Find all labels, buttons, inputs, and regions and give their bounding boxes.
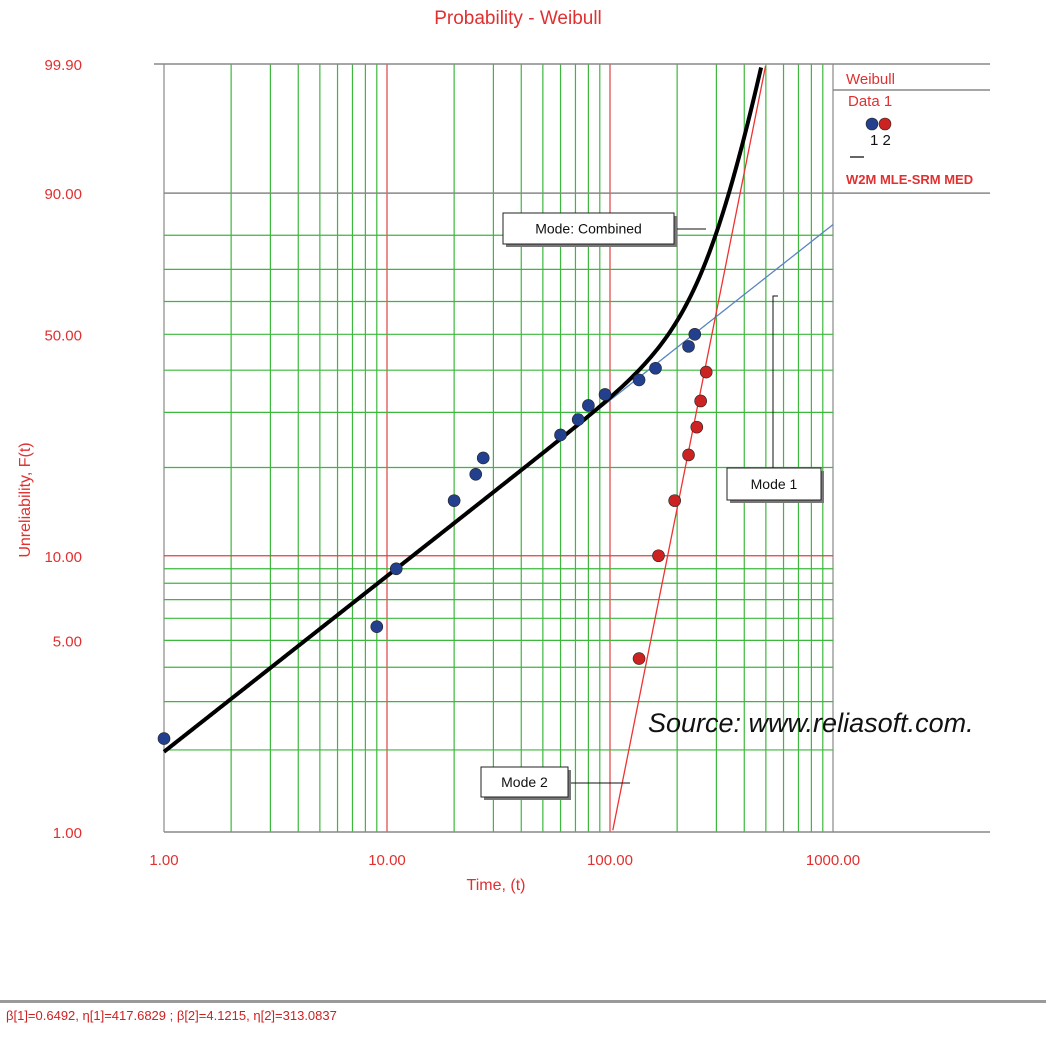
mode-1-data-point	[571, 413, 585, 426]
mode-2-data-point	[682, 448, 695, 462]
legend-marker-labels: 1 2	[870, 132, 891, 149]
legend-title: Weibull	[846, 71, 895, 88]
mode-1-data-point	[598, 388, 612, 401]
data-points	[157, 327, 713, 745]
x-tick-label: 1.00	[149, 852, 178, 869]
legend-fit-label: W2M MLE-SRM MED	[846, 172, 973, 187]
legend-marker-2	[878, 117, 892, 131]
mode-2-line	[612, 65, 767, 831]
mode-1-data-point	[649, 361, 662, 375]
callout-label: Mode 2	[501, 774, 548, 790]
callout-label: Mode: Combined	[535, 221, 642, 237]
callout-mode-1: Mode 1	[726, 295, 824, 503]
callout-leader-line	[772, 295, 778, 468]
mode-1-data-point	[370, 620, 384, 633]
y-tick-label: 10.00	[44, 549, 82, 566]
x-axis-label: Time, (t)	[467, 877, 526, 894]
mode-1-data-point	[632, 373, 646, 387]
parameter-footer: β[1]=0.6492, η[1]=417.6829 ; β[2]=4.1215…	[6, 1008, 337, 1023]
callout-mode-combined: Mode: Combined	[502, 212, 706, 247]
callout-mode-2: Mode 2	[480, 766, 630, 800]
grid	[154, 63, 990, 833]
y-tick-label: 90.00	[44, 186, 82, 203]
footer-divider	[0, 1000, 1046, 1003]
callout-label: Mode 1	[751, 476, 798, 492]
mode-1-data-point	[688, 327, 702, 341]
mode-2-data-point	[652, 549, 665, 563]
callouts: Mode: Combined Mode 1 Mode 2	[480, 212, 824, 800]
mode-2-data-point	[699, 365, 713, 379]
callout-box	[502, 212, 675, 245]
mode-1-data-point	[469, 467, 483, 481]
y-tick-label: 50.00	[44, 327, 82, 344]
x-tick-label: 10.00	[368, 852, 406, 869]
y-axis-label: Unreliability, F(t)	[17, 442, 34, 557]
legend-subtitle: Data 1	[848, 93, 892, 110]
x-tick-label: 1000.00	[806, 852, 860, 869]
combined-curve	[162, 67, 764, 754]
mode-1-data-point	[554, 428, 567, 442]
callout-box	[480, 766, 569, 798]
y-tick-label: 1.00	[53, 825, 82, 842]
tick-labels: 1.00 10.00 100.00 1000.00 1.00 5.00 10.00 50.00…	[44, 57, 860, 869]
x-tick-label: 100.00	[587, 852, 633, 869]
mode-2-data-point	[668, 494, 681, 507]
source-note: Source: www.reliasoft.com.	[648, 708, 974, 738]
y-tick-label: 5.00	[53, 633, 82, 650]
legend-marker-1	[865, 117, 879, 131]
legend: Weibull Data 1 1 2 W2M MLE-SRM MED	[846, 71, 973, 187]
mode-1-data-point	[157, 732, 171, 745]
fit-lines	[162, 65, 834, 831]
mode-2-data-point	[632, 652, 646, 665]
mode-1-data-point	[447, 494, 461, 507]
mode-2-data-point	[690, 420, 704, 434]
y-tick-label: 99.90	[44, 57, 82, 74]
mode-1-data-point	[582, 399, 595, 412]
chart-title: Probability - Weibull	[434, 8, 602, 29]
mode-1-data-point	[476, 451, 490, 465]
mode-1-data-point	[389, 562, 403, 576]
callout-box	[726, 467, 822, 501]
mode-2-data-point	[694, 394, 707, 408]
mode-1-data-point	[682, 340, 695, 353]
